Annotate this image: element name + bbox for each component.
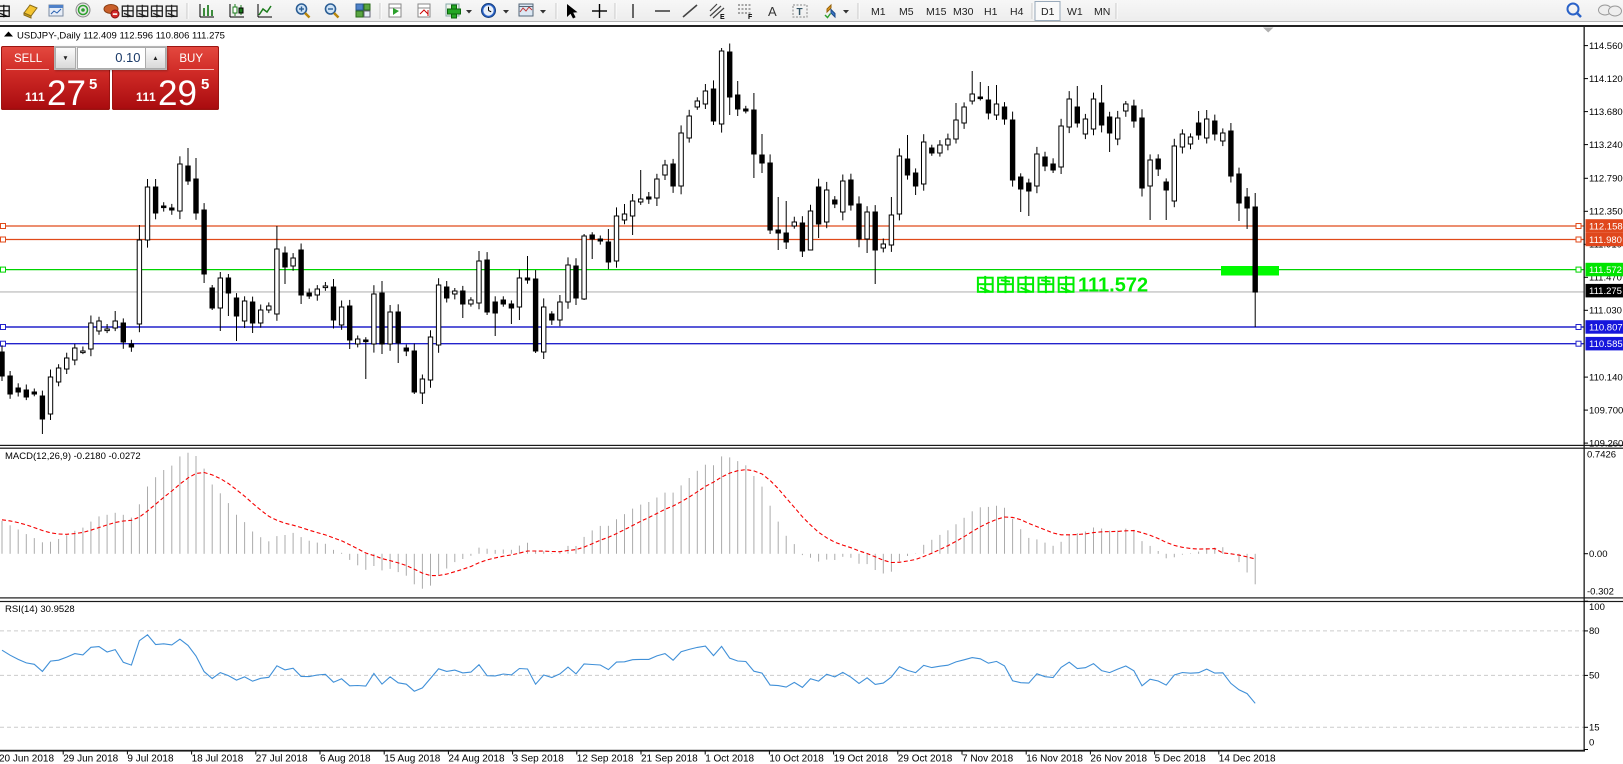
- svg-text:16 Nov 2018: 16 Nov 2018: [1026, 754, 1083, 764]
- svg-text:T: T: [797, 7, 803, 18]
- svg-text:111.470: 111.470: [1589, 273, 1622, 284]
- svg-text:M5: M5: [899, 6, 914, 18]
- svg-text:12 Sep 2018: 12 Sep 2018: [577, 754, 634, 764]
- svg-text:50: 50: [1589, 671, 1600, 682]
- svg-text:19 Oct 2018: 19 Oct 2018: [834, 754, 889, 764]
- svg-text:0.7426: 0.7426: [1587, 450, 1616, 461]
- svg-text:1 Oct 2018: 1 Oct 2018: [705, 754, 754, 764]
- svg-text:110.140: 110.140: [1589, 373, 1623, 384]
- svg-text:18 Jul 2018: 18 Jul 2018: [192, 754, 244, 764]
- svg-text:114.560: 114.560: [1589, 41, 1623, 52]
- svg-text:M15: M15: [926, 6, 947, 18]
- svg-text:80: 80: [1589, 626, 1600, 637]
- svg-text:5 Dec 2018: 5 Dec 2018: [1155, 754, 1207, 764]
- svg-text:H4: H4: [1010, 6, 1024, 18]
- svg-text:20 Jun 2018: 20 Jun 2018: [0, 754, 54, 764]
- svg-text:0.00: 0.00: [1589, 549, 1608, 560]
- svg-text:112.790: 112.790: [1589, 174, 1623, 185]
- svg-text:7 Nov 2018: 7 Nov 2018: [962, 754, 1014, 764]
- svg-text:111.572: 111.572: [1078, 275, 1148, 297]
- svg-text:110.585: 110.585: [1589, 339, 1623, 350]
- svg-text:W1: W1: [1067, 6, 1083, 18]
- svg-text:112.158: 112.158: [1589, 221, 1623, 232]
- svg-text:100: 100: [1589, 602, 1605, 613]
- svg-text:6 Aug 2018: 6 Aug 2018: [320, 754, 371, 764]
- svg-text:MN: MN: [1094, 6, 1110, 18]
- svg-text:15 Aug 2018: 15 Aug 2018: [384, 754, 441, 764]
- svg-text:21 Sep 2018: 21 Sep 2018: [641, 754, 698, 764]
- svg-text:USDJPY-,Daily 112.409 112.596: USDJPY-,Daily 112.409 112.596 110.806 11…: [17, 31, 225, 42]
- svg-text:-0.302: -0.302: [1587, 587, 1614, 598]
- svg-text:15: 15: [1589, 723, 1600, 734]
- svg-text:29 Jun 2018: 29 Jun 2018: [63, 754, 118, 764]
- svg-text:RSI(14) 30.9528: RSI(14) 30.9528: [5, 604, 75, 615]
- svg-text:111.980: 111.980: [1589, 235, 1622, 246]
- svg-text:A: A: [768, 4, 777, 19]
- svg-text:29 Oct 2018: 29 Oct 2018: [898, 754, 953, 764]
- svg-text:0: 0: [1589, 738, 1594, 749]
- svg-text:109.260: 109.260: [1589, 439, 1623, 450]
- svg-text:F: F: [748, 14, 753, 21]
- svg-text:3 Sep 2018: 3 Sep 2018: [513, 754, 565, 764]
- svg-text:H1: H1: [984, 6, 998, 18]
- svg-text:26 Nov 2018: 26 Nov 2018: [1090, 754, 1147, 764]
- svg-text:114.120: 114.120: [1589, 74, 1623, 85]
- svg-text:110.807: 110.807: [1589, 322, 1623, 333]
- svg-text:14 Dec 2018: 14 Dec 2018: [1219, 754, 1276, 764]
- svg-text:111.030: 111.030: [1589, 306, 1622, 317]
- svg-text:109.700: 109.700: [1589, 406, 1623, 417]
- svg-text:E: E: [720, 14, 725, 21]
- svg-text:9 Jul 2018: 9 Jul 2018: [127, 754, 174, 764]
- svg-text:24 Aug 2018: 24 Aug 2018: [448, 754, 505, 764]
- svg-text:10 Oct 2018: 10 Oct 2018: [769, 754, 824, 764]
- svg-text:113.240: 113.240: [1589, 140, 1623, 151]
- svg-text:112.350: 112.350: [1589, 207, 1623, 218]
- svg-text:113.680: 113.680: [1589, 107, 1623, 118]
- svg-text:D1: D1: [1041, 6, 1055, 18]
- svg-text:M30: M30: [953, 6, 974, 18]
- svg-text:111.275: 111.275: [1589, 286, 1622, 297]
- svg-text:111.572: 111.572: [1589, 265, 1622, 276]
- svg-text:M1: M1: [871, 6, 886, 18]
- svg-text:MACD(12,26,9) -0.2180 -0.0272: MACD(12,26,9) -0.2180 -0.0272: [5, 451, 141, 462]
- svg-text:27 Jul 2018: 27 Jul 2018: [256, 754, 308, 764]
